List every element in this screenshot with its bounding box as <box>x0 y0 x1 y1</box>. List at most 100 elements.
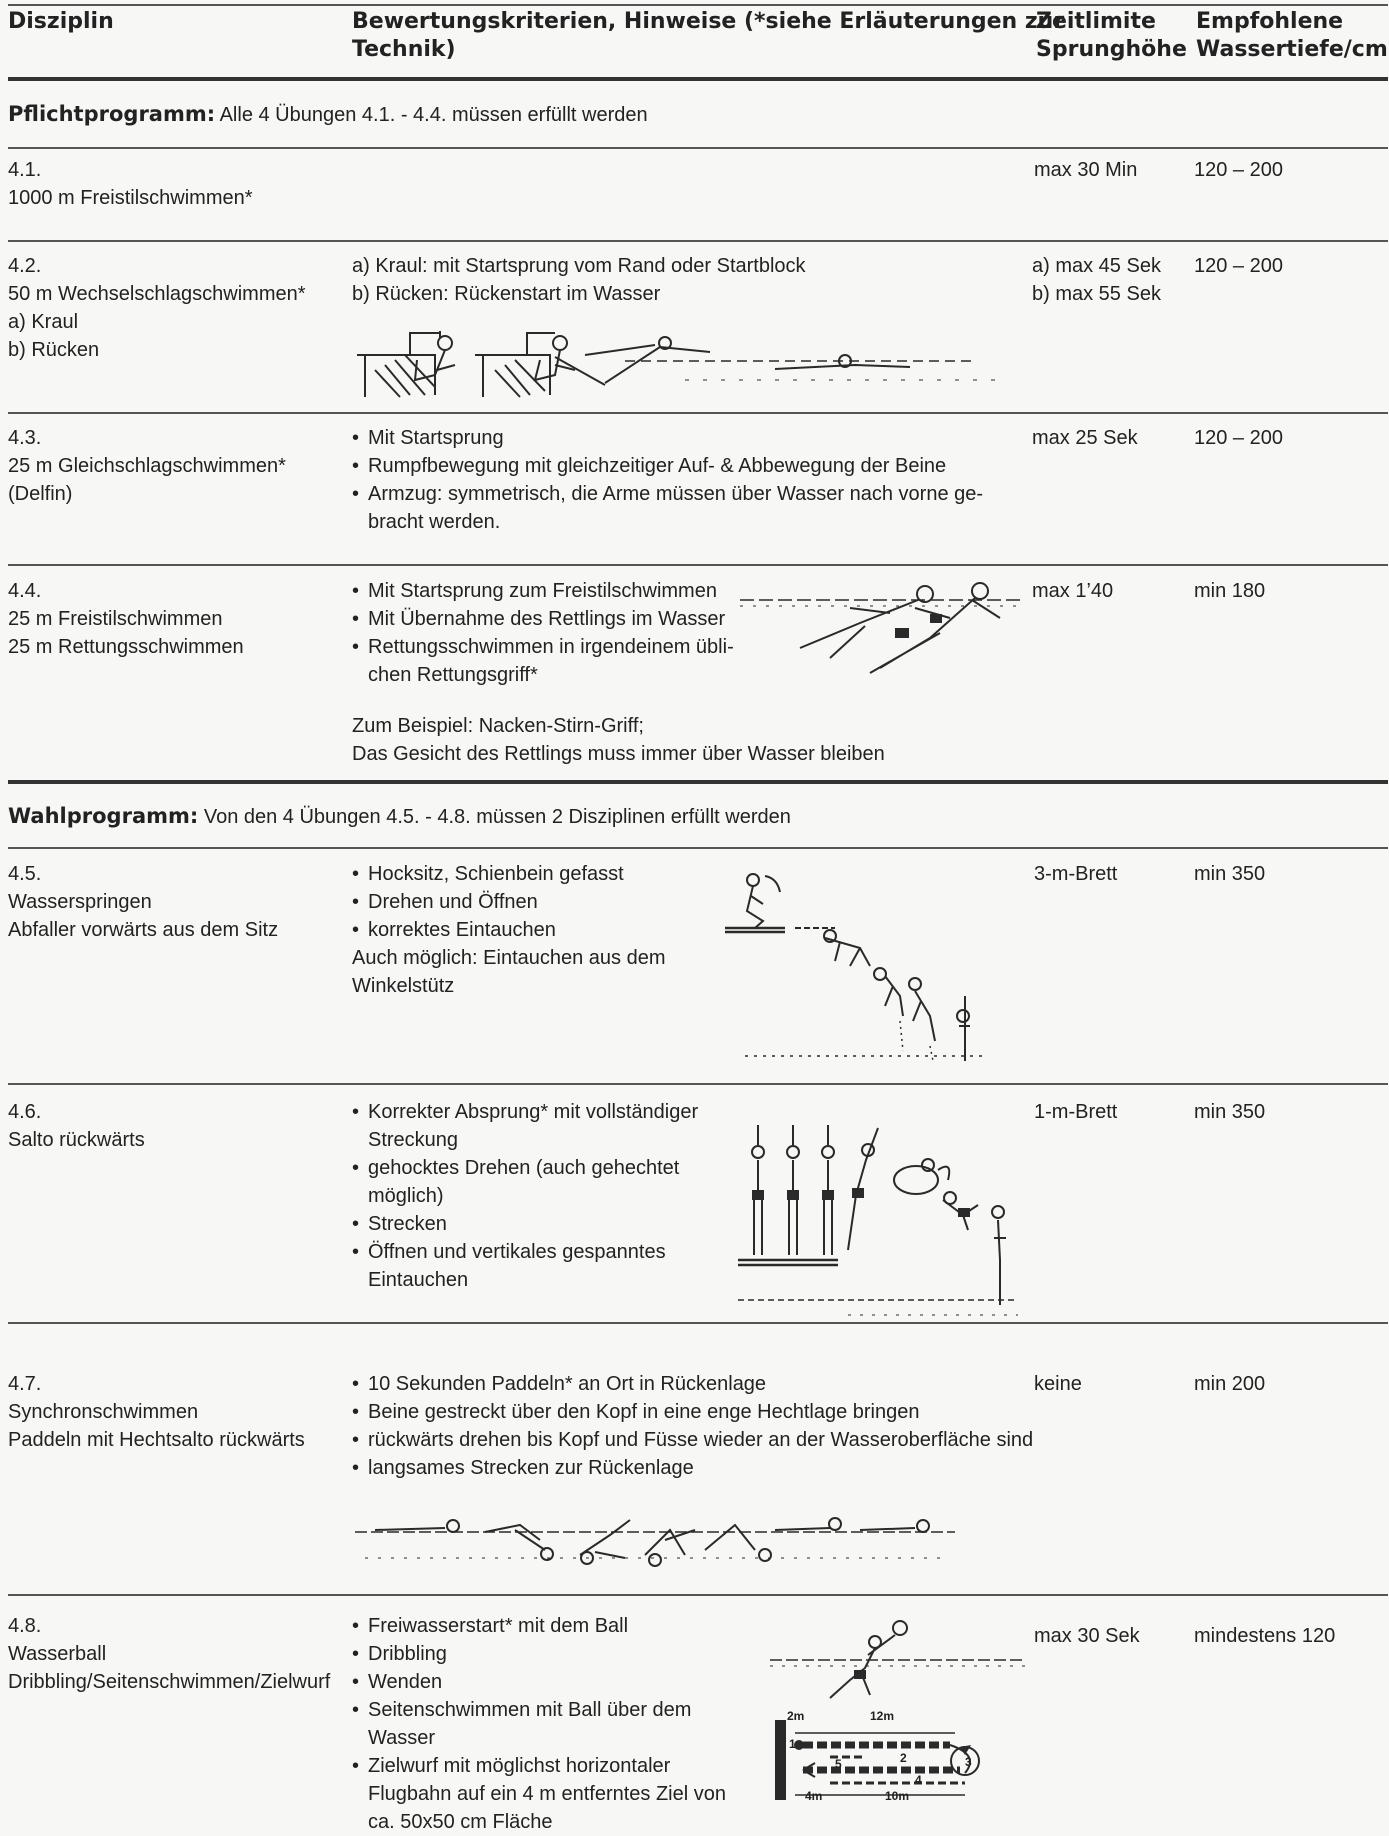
criterion-item: Wenden <box>352 1668 691 1696</box>
pflichtprogramm-label: Pflichtprogramm: <box>8 102 216 126</box>
discipline-name: Salto rückwärts <box>8 1129 145 1151</box>
header-rule <box>8 77 1388 81</box>
back-somersault-illustration <box>738 1125 1018 1316</box>
criterion-continuation: Streckung <box>368 1129 459 1151</box>
criterion-item: Korrekter Absprung* mit vollständiger <box>352 1098 698 1126</box>
water-depth: min 350 <box>1194 1101 1266 1123</box>
divider <box>8 147 1388 149</box>
criterion-item: Zielwurf mit möglichst horizontaler <box>352 1752 670 1780</box>
pflichtprogramm-heading: Pflichtprogramm: Alle 4 Übungen 4.1. - 4… <box>8 100 648 129</box>
criterion-item: Strecken <box>352 1210 666 1238</box>
header-bewertung-line1: Bewertungskriterien, Hinweise (*siehe Er… <box>352 9 1065 34</box>
header-wassertiefe: Wassertiefe/cm <box>1196 37 1388 62</box>
divider <box>8 240 1388 242</box>
note-line-2: Das Gesicht des Rettlings muss immer übe… <box>352 743 885 765</box>
start-dive-illustration <box>357 331 995 398</box>
criteria-list: gehocktes Drehen (auch gehechtet <box>352 1154 679 1182</box>
discipline-name-1: 25 m Freistilschwimmen <box>8 608 223 630</box>
time-limit: max 25 Sek <box>1032 427 1138 449</box>
discipline-name-2: Paddeln mit Hechtsalto rückwärts <box>8 1429 305 1451</box>
divider <box>8 1322 1388 1324</box>
header-zeitlimite: Zeitlimite <box>1036 9 1156 34</box>
row-number: 4.2. <box>8 255 42 277</box>
section-rule <box>8 780 1388 784</box>
discipline-name: 25 m Gleichschlagschwimmen* <box>8 455 286 477</box>
criteria-list: Strecken Öffnen und vertikales gespannte… <box>352 1210 666 1266</box>
discipline-name-2: Abfaller vorwärts aus dem Sitz <box>8 919 279 941</box>
discipline-name-1: Synchronschwimmen <box>8 1401 199 1423</box>
row-number: 4.3. <box>8 427 42 449</box>
criterion-item: rückwärts drehen bis Kopf und Füsse wied… <box>352 1426 1033 1454</box>
label-n3: 3 <box>965 1755 972 1769</box>
water-depth: 120 – 200 <box>1194 427 1283 449</box>
criterion-item: Freiwasserstart* mit dem Ball <box>352 1612 691 1640</box>
divider <box>8 1594 1388 1596</box>
criterion-continuation: bracht werden. <box>368 511 501 533</box>
top-rule <box>8 4 1388 6</box>
board-height: 1-m-Brett <box>1034 1101 1118 1123</box>
criterion-continuation: chen Rettungsgriff* <box>368 664 538 686</box>
label-10m: 10m <box>885 1789 910 1803</box>
board-height: 3-m-Brett <box>1034 863 1118 885</box>
criterion-b: b) Rücken: Rückenstart im Wasser <box>352 283 661 305</box>
time-limit-a: a) max 45 Sek <box>1032 255 1161 277</box>
criteria-list: Mit Startsprung Rumpfbewegung mit gleich… <box>352 424 983 508</box>
discipline-name-2: Dribbling/Seitenschwimmen/Zielwurf <box>8 1671 331 1693</box>
rescue-swim-illustration <box>740 582 1025 674</box>
row-number: 4.6. <box>8 1101 42 1123</box>
criterion-continuation: möglich) <box>368 1185 444 1207</box>
divider <box>8 412 1388 414</box>
label-n1: 1 <box>789 1737 796 1751</box>
criterion-item: Rettungsschwimmen in irgendeinem übli- <box>352 633 734 661</box>
label-n2: 2 <box>900 1751 907 1765</box>
discipline-sub: (Delfin) <box>8 483 73 505</box>
criterion-item: Drehen und Öffnen <box>352 888 624 916</box>
water-depth: 120 – 200 <box>1194 255 1283 277</box>
criteria-list: Mit Startsprung zum Freistilschwimmen Mi… <box>352 577 734 661</box>
criterion-item: Öffnen und vertikales gespanntes <box>352 1238 666 1266</box>
criterion-item: gehocktes Drehen (auch gehechtet <box>352 1154 679 1182</box>
criterion-item: Armzug: symmetrisch, die Arme müssen übe… <box>352 480 983 508</box>
criteria-list: Freiwasserstart* mit dem Ball Dribbling … <box>352 1612 691 1724</box>
divider <box>8 564 1388 566</box>
criterion-item: Beine gestreckt über den Kopf in eine en… <box>352 1398 1033 1426</box>
criterion-item: langsames Strecken zur Rückenlage <box>352 1454 1033 1482</box>
header-bewertung-line2: Technik) <box>352 37 456 62</box>
criterion-item: Rumpfbewegung mit gleichzeitiger Auf- & … <box>352 452 983 480</box>
discipline-name-1: Wasserspringen <box>8 891 152 913</box>
note-line-1: Auch möglich: Eintauchen aus dem <box>352 947 666 969</box>
row-number: 4.1. <box>8 159 42 181</box>
divider <box>8 1083 1388 1085</box>
label-2m: 2m <box>787 1709 805 1723</box>
water-depth: 120 – 200 <box>1194 159 1283 181</box>
discipline-sub-a: a) Kraul <box>8 311 79 333</box>
label-n4: 4 <box>915 1773 922 1787</box>
label-4m: 4m <box>805 1789 823 1803</box>
time-limit: max 30 Sek <box>1034 1625 1140 1647</box>
note-line-1: Zum Beispiel: Nacken-Stirn-Griff; <box>352 715 644 737</box>
divider <box>8 847 1388 849</box>
water-depth: min 180 <box>1194 580 1266 602</box>
label-n5: 5 <box>835 1757 842 1771</box>
time-limit: max 30 Min <box>1034 159 1138 181</box>
criterion-a: a) Kraul: mit Startsprung vom Rand oder … <box>352 255 806 277</box>
criterion-item: 10 Sekunden Paddeln* an Ort in Rückenlag… <box>352 1370 1033 1398</box>
criteria-list: Korrekter Absprung* mit vollständiger <box>352 1098 698 1126</box>
criteria-list: Zielwurf mit möglichst horizontaler <box>352 1752 670 1780</box>
wahlprogramm-label: Wahlprogramm: <box>8 804 199 828</box>
header-disziplin: Disziplin <box>8 9 114 34</box>
synchro-swimming-illustration <box>355 1517 955 1567</box>
pflichtprogramm-text: Alle 4 Übungen 4.1. - 4.4. müssen erfüll… <box>215 104 648 126</box>
criteria-list: 10 Sekunden Paddeln* an Ort in Rückenlag… <box>352 1370 1033 1482</box>
criterion-continuation: ca. 50x50 cm Fläche <box>368 1811 553 1833</box>
course-diagram-graphic <box>775 1720 980 1800</box>
criterion-continuation: Flugbahn auf ein 4 m entferntes Ziel von <box>368 1783 726 1805</box>
criterion-item: Mit Startsprung <box>352 424 983 452</box>
time-limit-b: b) max 55 Sek <box>1032 283 1161 305</box>
discipline-name: 1000 m Freistilschwimmen* <box>8 187 253 209</box>
time-limit: max 1’40 <box>1032 580 1114 602</box>
discipline-sub-b: b) Rücken <box>8 339 100 361</box>
discipline-name-1: Wasserball <box>8 1643 107 1665</box>
discipline-name-2: 25 m Rettungsschwimmen <box>8 636 244 658</box>
